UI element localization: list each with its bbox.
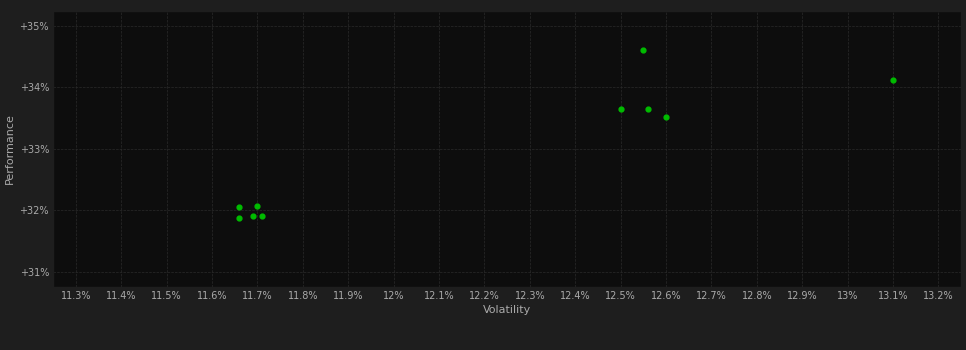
Point — [640, 106, 656, 112]
Point — [232, 215, 247, 220]
Point — [613, 106, 629, 112]
Point — [636, 48, 651, 53]
Y-axis label: Performance: Performance — [5, 113, 15, 184]
Point — [250, 203, 266, 209]
Point — [886, 77, 901, 83]
X-axis label: Volatility: Volatility — [483, 305, 531, 315]
Point — [245, 214, 261, 219]
Point — [659, 114, 674, 120]
Point — [254, 214, 270, 219]
Point — [232, 204, 247, 210]
